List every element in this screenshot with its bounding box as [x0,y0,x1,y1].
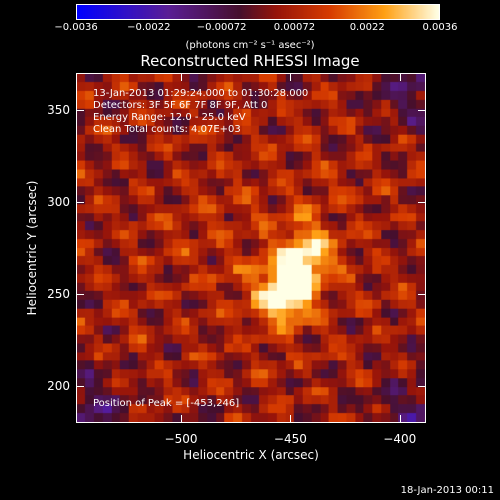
x-tick-label: −400 [383,432,417,446]
heatmap-image [77,74,425,422]
colorbar-tick-label: −0.0022 [127,22,171,33]
plot-title: Reconstructed RHESSI Image [140,52,360,70]
y-tick-mark [76,201,84,203]
peak-position-text: Position of Peak = [-453,246] [93,398,240,409]
y-tick-mark [76,109,84,111]
y-tick-label: 200 [47,379,70,394]
y-tick-mark [76,386,84,388]
x-tick-mark [181,73,182,81]
y-tick-mark [76,294,84,296]
colorbar-tick-label: −0.00072 [196,22,247,33]
x-tick-label: −450 [273,432,307,446]
y-tick-mark [418,386,426,388]
colorbar-tick-label: 0.0022 [349,22,385,33]
y-tick-mark [418,201,426,203]
x-tick-mark [181,415,182,423]
y-tick-label: 350 [47,102,70,117]
clean-counts-text: Clean Total counts: 4.07E+03 [93,124,241,135]
y-tick-label: 300 [47,194,70,209]
detectors-text: Detectors: 3F 5F 6F 7F 8F 9F, Att 0 [93,100,268,111]
y-axis-label: Heliocentric Y (arcsec) [25,180,39,316]
x-axis-label: Heliocentric X (arcsec) [183,448,319,462]
energy-range-text: Energy Range: 12.0 - 25.0 keV [93,112,246,123]
x-tick-mark [290,73,292,81]
time-range-text: 13-Jan-2013 01:29:24.000 to 01:30:28.000 [93,88,309,99]
colorbar-tick-label: 0.00072 [273,22,316,33]
colorbar-units: (photons cm⁻² s⁻¹ asec⁻²) [185,40,315,51]
colorbar-tick-label: −0.0036 [54,22,98,33]
footer-date: 18-Jan-2013 00:11 [400,485,494,496]
y-tick-mark [418,294,426,296]
y-tick-label: 250 [47,287,70,302]
x-tick-mark [399,415,401,423]
plot-area: 13-Jan-2013 01:29:24.000 to 01:30:28.000… [76,73,426,423]
y-tick-mark [418,109,426,111]
colorbar-tick-label: 0.0036 [422,22,458,33]
x-tick-label: −500 [164,432,198,446]
x-tick-mark [290,415,292,423]
x-tick-mark [399,73,401,81]
colorbar [76,4,440,20]
